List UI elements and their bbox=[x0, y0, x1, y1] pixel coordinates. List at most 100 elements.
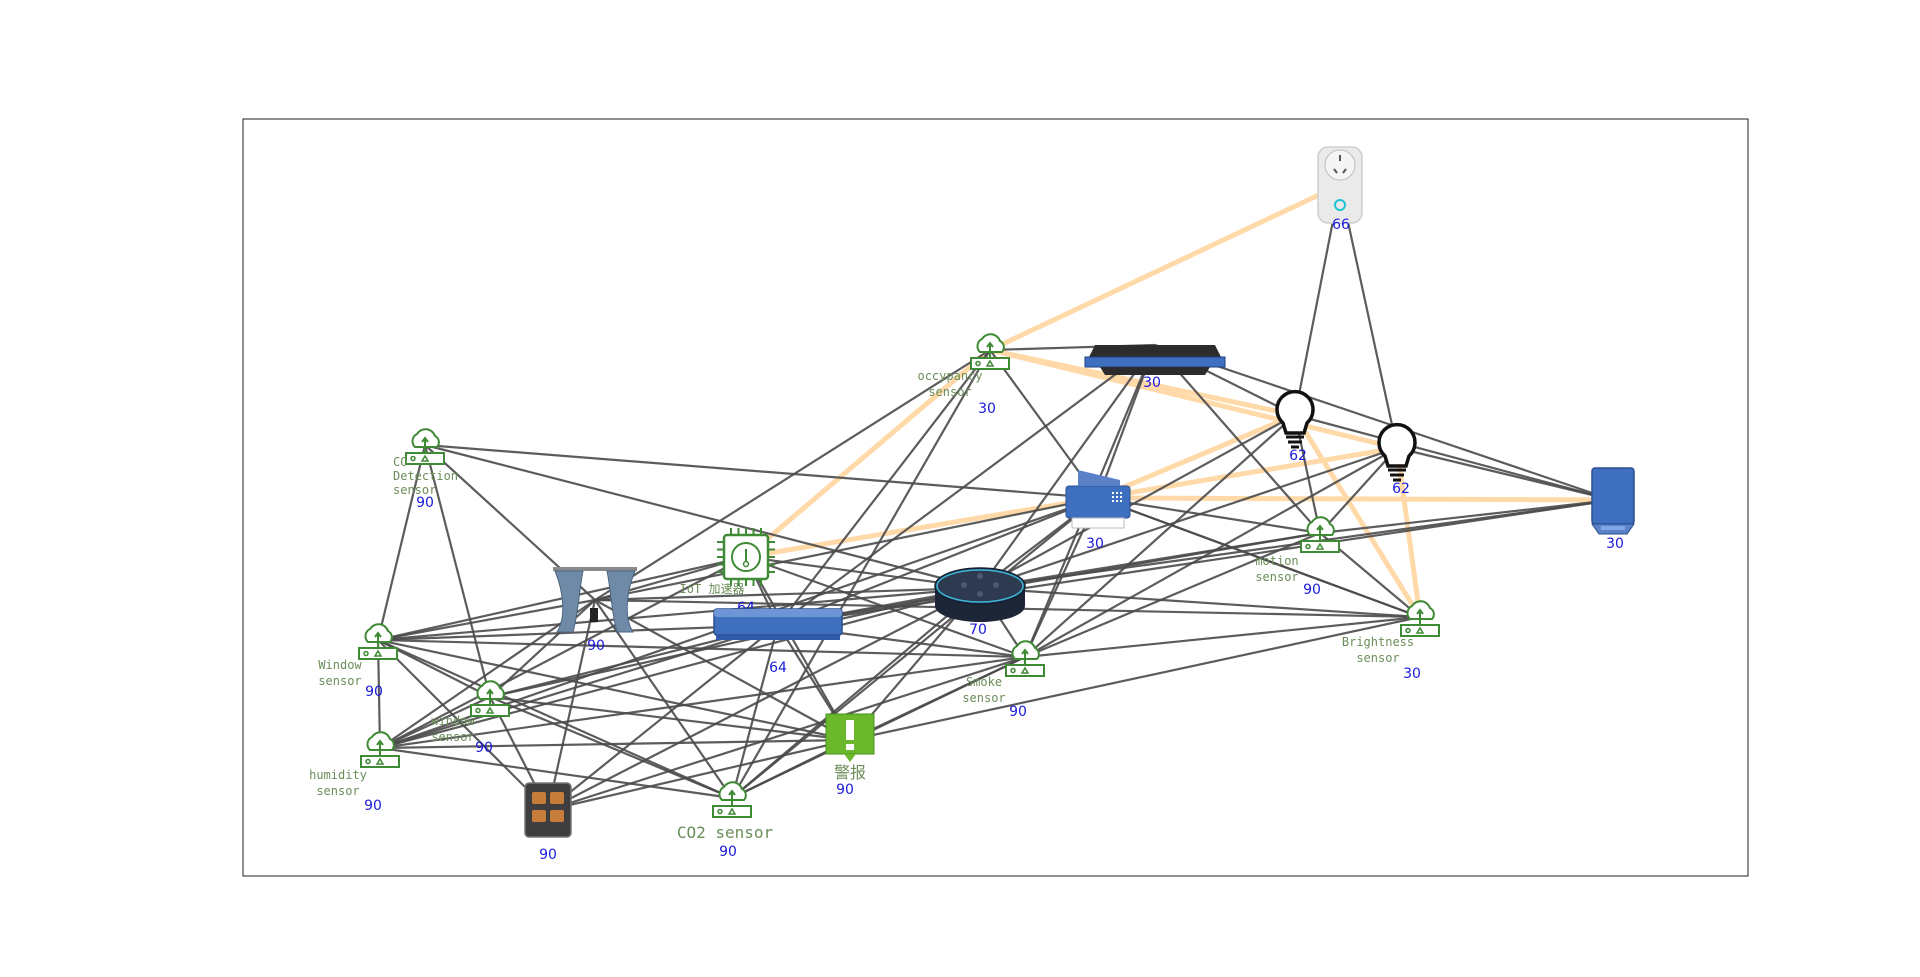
curtain-icon bbox=[553, 567, 637, 633]
highlight-edge-printer-bulb2 bbox=[1095, 445, 1400, 501]
blue-bar-icon bbox=[713, 608, 843, 640]
node-label-occupancy-1: sensor bbox=[928, 385, 971, 399]
edge-humidity-smoke bbox=[379, 655, 1026, 750]
node-motion: motion sensor 90 bbox=[1255, 516, 1340, 598]
node-occupancy: occypancy sensor 30 bbox=[917, 333, 1010, 417]
edge-humidity-alarm bbox=[379, 738, 851, 750]
highlight-edge-printer-bulb1 bbox=[1095, 412, 1298, 501]
node-label-co-0: CO bbox=[393, 455, 407, 469]
node-router: 30 bbox=[1084, 345, 1226, 391]
edge-brightness-alarm bbox=[849, 615, 1421, 742]
node-label-window-1: sensor bbox=[318, 674, 361, 688]
edge-iot-alarm bbox=[745, 556, 851, 741]
node-smoke: Smoke sensor 90 bbox=[962, 640, 1045, 720]
node-value-curtain: 90 bbox=[587, 638, 605, 654]
edge-router-camera bbox=[1154, 343, 1614, 502]
node-value-co: 90 bbox=[416, 495, 434, 511]
node-value-switch: 90 bbox=[539, 847, 557, 863]
bulb-icon bbox=[1275, 389, 1315, 449]
edge-window-co2 bbox=[377, 638, 733, 800]
node-value-plug: 66 bbox=[1332, 217, 1350, 233]
node-label-co2-0: CO2 sensor bbox=[677, 823, 774, 842]
node-label-window2-0: window bbox=[431, 714, 475, 728]
blue-box-icon bbox=[1591, 467, 1635, 535]
node-value-echo: 70 bbox=[969, 622, 987, 638]
edge-bulb1-camera bbox=[1294, 413, 1614, 502]
edge-humidity-co2 bbox=[379, 746, 733, 800]
node-printer: 30 bbox=[1065, 470, 1131, 552]
node-label-humidity-0: humidity bbox=[309, 768, 367, 782]
edge-router-echo bbox=[979, 344, 1156, 589]
speaker-icon bbox=[934, 567, 1026, 622]
edge-bulb1-smoke bbox=[1024, 414, 1296, 658]
edge-plug-bulb2 bbox=[1338, 184, 1399, 449]
edge-co-printer bbox=[424, 443, 1099, 500]
highlight-edges bbox=[743, 182, 1616, 620]
node-camera: 30 bbox=[1591, 467, 1635, 552]
cloud-sensor-icon bbox=[358, 623, 398, 660]
edge-window-smoke bbox=[377, 638, 1026, 659]
edge-curtain-humidity bbox=[379, 599, 596, 749]
node-value-bulb2: 62 bbox=[1392, 481, 1410, 497]
edge-curtain-switch bbox=[546, 599, 597, 811]
edge-co-echo bbox=[424, 443, 981, 590]
cloud-sensor-icon bbox=[712, 781, 752, 818]
edge-co-window bbox=[376, 444, 427, 641]
edge-printer-motion bbox=[1097, 496, 1321, 535]
edge-co-window2 bbox=[423, 444, 492, 698]
node-value-camera: 30 bbox=[1606, 536, 1624, 552]
node-label-occupancy-0: occypancy bbox=[917, 369, 982, 383]
node-value-window2: 90 bbox=[475, 740, 493, 756]
highlight-edge-bulb1-brightness bbox=[1292, 412, 1423, 620]
edge-brightness-smoke bbox=[1024, 615, 1421, 659]
node-label-humidity-1: sensor bbox=[316, 784, 359, 798]
node-bulb1: 62 bbox=[1275, 389, 1315, 464]
cloud-sensor-icon bbox=[405, 428, 445, 465]
edge-curtain-window bbox=[377, 598, 596, 642]
edge-strip-co2 bbox=[730, 624, 780, 799]
node-label-iot-0: IoT 加速器 bbox=[680, 582, 745, 596]
node-label-window-0: Window bbox=[318, 658, 362, 672]
edge-router-motion bbox=[1154, 344, 1321, 534]
edge-bulb2-motion bbox=[1319, 447, 1398, 534]
node-value-co2: 90 bbox=[719, 844, 737, 860]
edge-camera-motion bbox=[1319, 498, 1614, 535]
edges bbox=[376, 184, 1614, 812]
node-humidity: humidity sensor 90 bbox=[309, 731, 400, 814]
edge-window-switch bbox=[377, 639, 549, 811]
edge-strip-window bbox=[377, 623, 779, 642]
edge-echo-switch bbox=[547, 587, 981, 811]
node-label-smoke-1: sensor bbox=[962, 691, 1005, 705]
edge-window-alarm bbox=[377, 638, 851, 742]
node-label-smoke-0: Smoke bbox=[966, 675, 1002, 689]
highlight-edge-printer-camera bbox=[1095, 495, 1616, 503]
cloud-sensor-icon bbox=[970, 333, 1010, 370]
node-label-co-1: Detection bbox=[393, 469, 458, 483]
nodes: 6630occypancysensor30626230CODetectionse… bbox=[309, 146, 1635, 863]
edge-echo-brightness bbox=[979, 586, 1421, 619]
edge-curtain-co2 bbox=[594, 599, 733, 799]
node-value-humidity: 90 bbox=[364, 798, 382, 814]
highlight-edge-occupancy-bulb2 bbox=[987, 347, 1400, 451]
bulb-icon bbox=[1377, 422, 1417, 482]
edge-switch-alarm bbox=[547, 738, 851, 812]
cloud-sensor-icon bbox=[360, 731, 400, 768]
smart-plug-icon bbox=[1317, 146, 1363, 224]
edge-bulb1-echo bbox=[979, 414, 1296, 589]
chip-icon bbox=[717, 528, 775, 586]
node-co2: CO2 sensor 90 bbox=[677, 781, 774, 860]
edge-iot-humidity bbox=[379, 556, 747, 749]
edge-window2-co2 bbox=[489, 695, 733, 800]
router-icon bbox=[1084, 345, 1226, 375]
cloud-sensor-icon bbox=[470, 680, 510, 717]
edge-switch-smoke bbox=[547, 655, 1026, 812]
node-brightness: Brightness sensor 30 bbox=[1342, 600, 1440, 682]
node-label-alarm-0: 警报 bbox=[834, 763, 866, 782]
node-label-co-2: sensor bbox=[393, 483, 436, 497]
